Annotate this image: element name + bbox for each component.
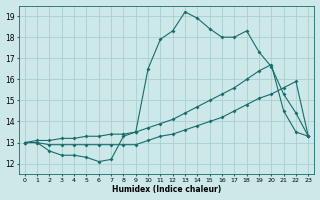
X-axis label: Humidex (Indice chaleur): Humidex (Indice chaleur) <box>112 185 221 194</box>
